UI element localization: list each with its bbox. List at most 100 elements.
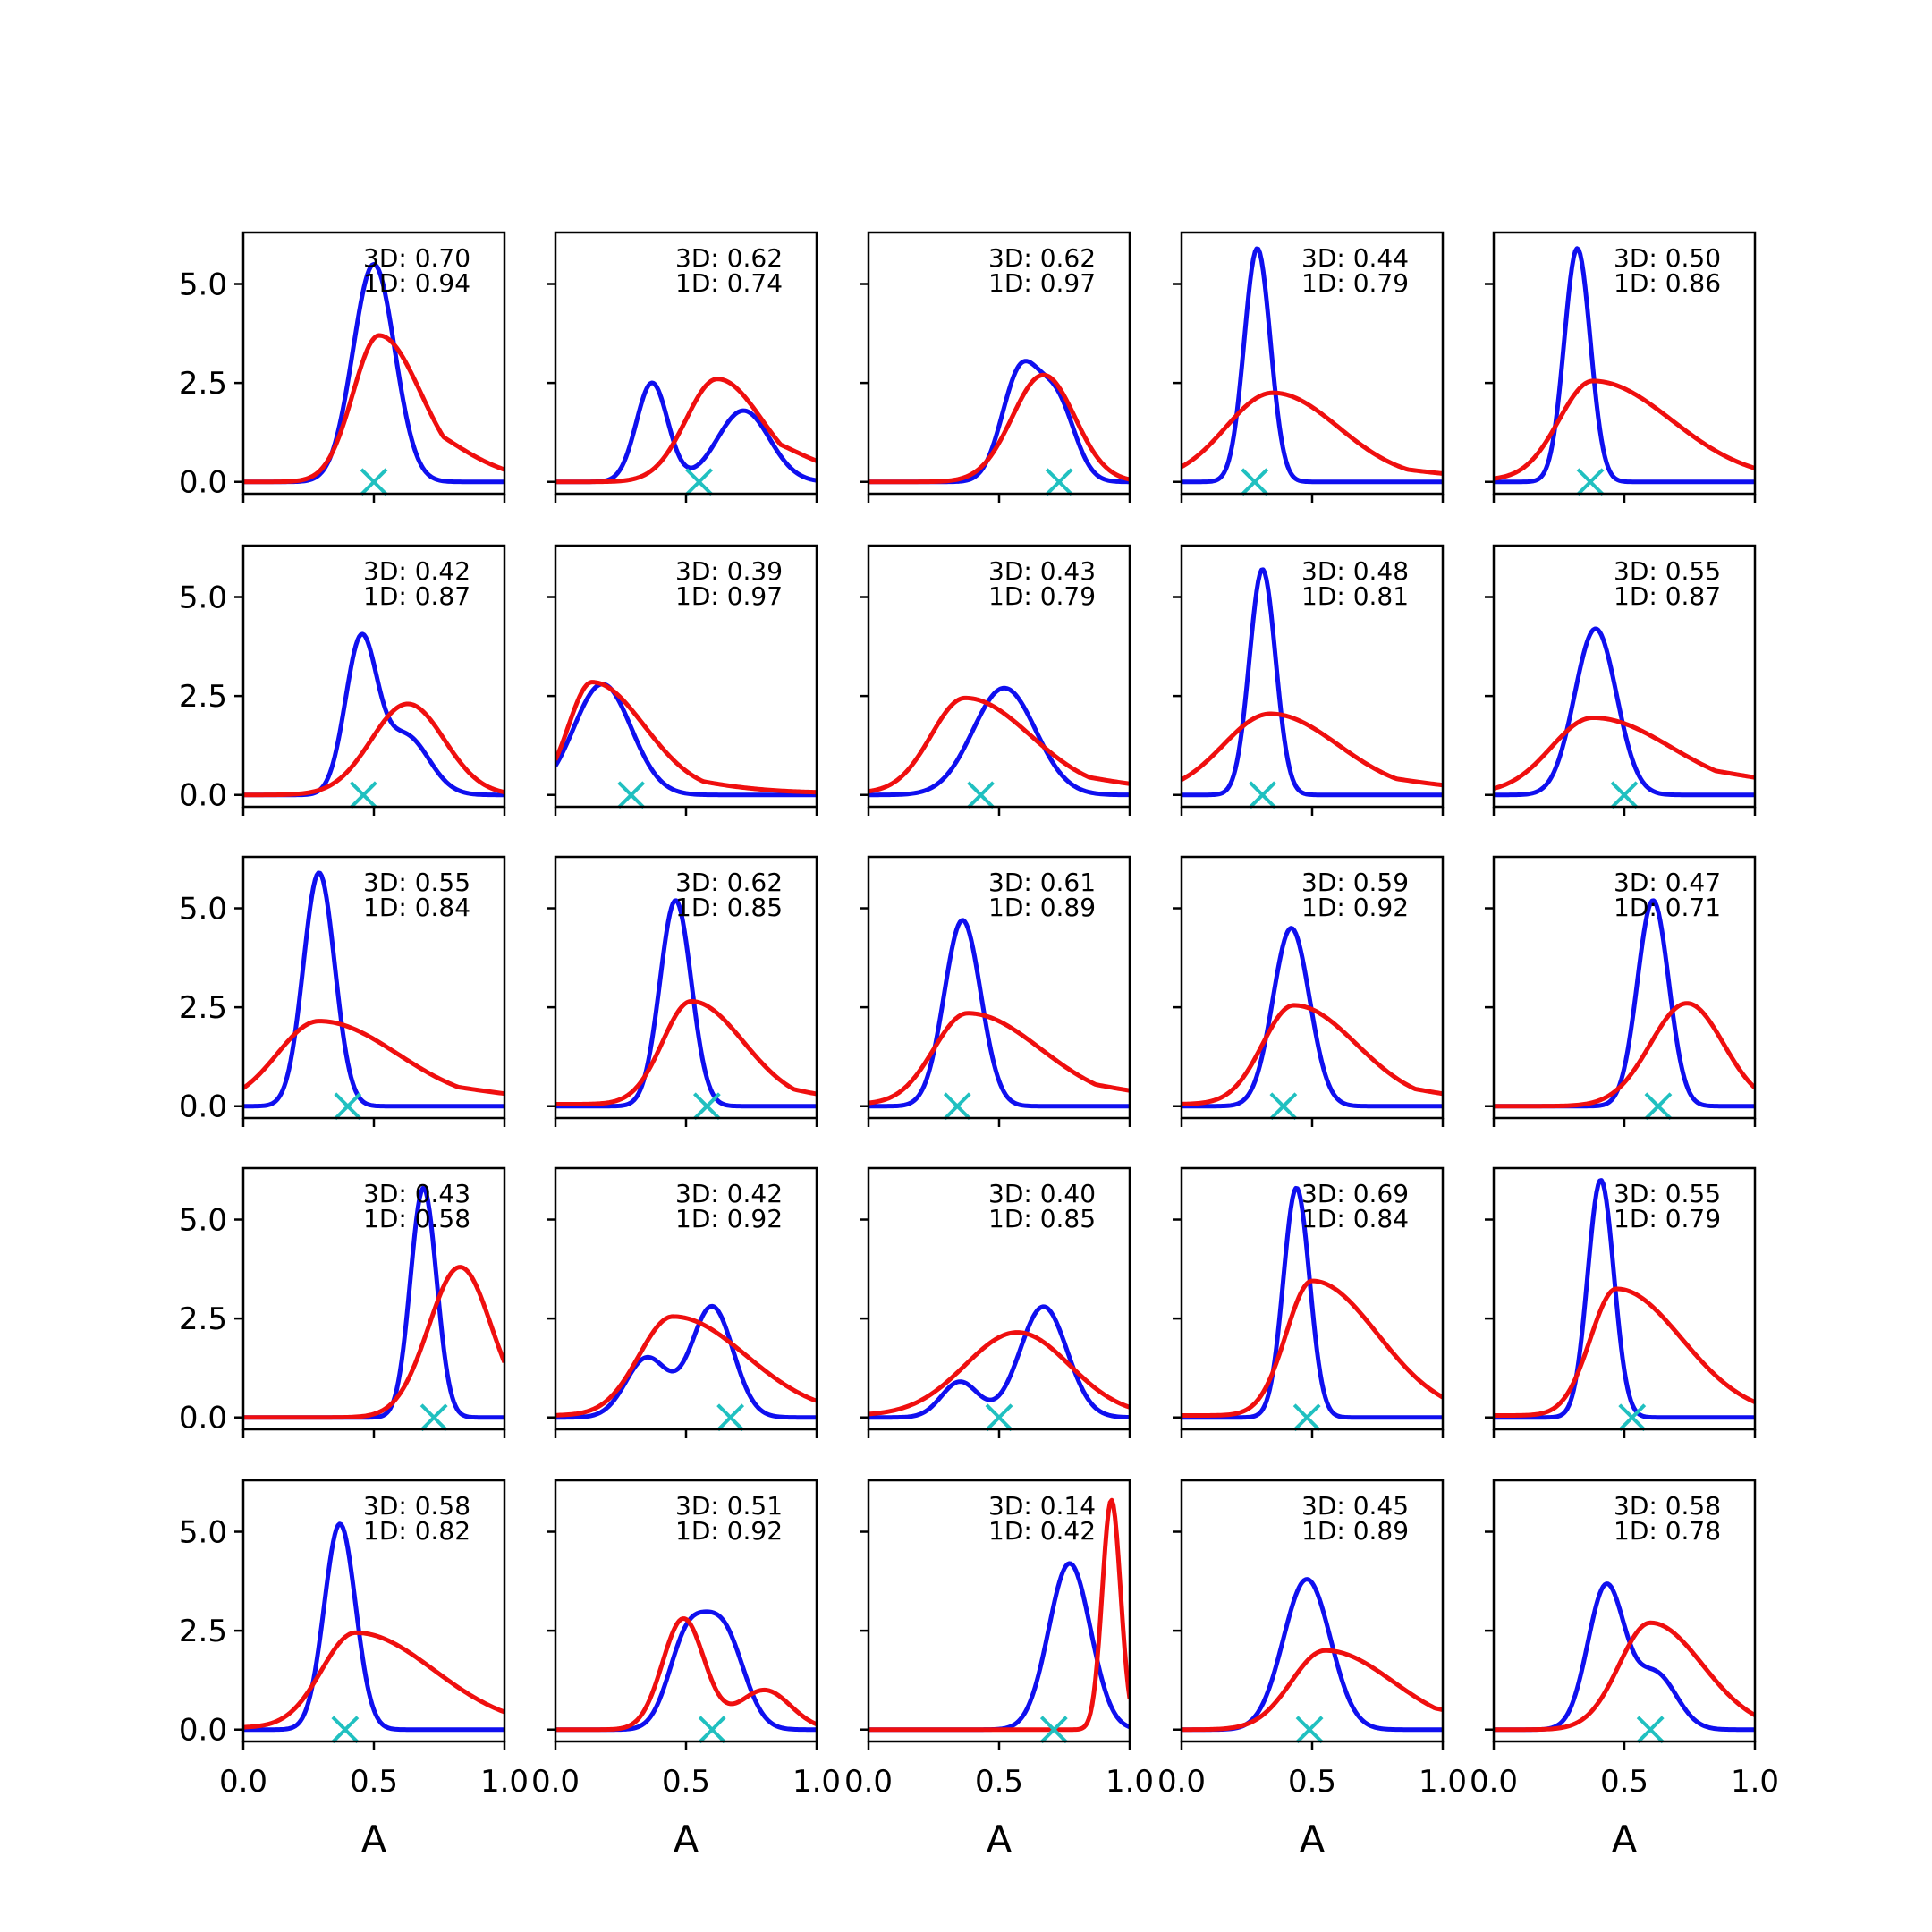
y-tick-label: 5.0 (179, 267, 227, 303)
y-tick-label: 0.0 (179, 778, 227, 814)
marker-x (985, 1403, 1013, 1432)
marker-x (1644, 1092, 1673, 1121)
series-1d-line (1182, 390, 1443, 476)
series-1d-line (1494, 715, 1755, 791)
annotation-1d: 1D: 0.89 (1301, 1516, 1409, 1546)
annotation-1d: 1D: 0.58 (363, 1204, 470, 1233)
y-tick-label: 2.5 (179, 1614, 227, 1649)
series-3d-line (869, 685, 1130, 798)
series-1d-line (1182, 711, 1443, 788)
x-tick-label: 0.5 (975, 1764, 1023, 1800)
series-1d-line (555, 1616, 817, 1733)
x-tick-label: 0.0 (1157, 1764, 1206, 1800)
annotation-3d: 3D: 0.58 (1614, 1491, 1721, 1521)
annotation-1d: 1D: 0.81 (1301, 581, 1409, 611)
marker-x-stroke-b (1039, 1716, 1068, 1744)
annotation-1d: 1D: 0.92 (675, 1204, 783, 1233)
annotation-3d: 3D: 0.62 (675, 243, 783, 273)
marker-x-stroke-b (334, 1092, 362, 1121)
annotation-1d: 1D: 0.84 (1301, 1204, 1409, 1233)
x-tick-label: 1.0 (1106, 1764, 1154, 1800)
marker-x (1045, 468, 1073, 496)
marker-x-stroke-b (1636, 1716, 1665, 1744)
y-tick-label: 0.0 (179, 1089, 227, 1125)
annotation-1d: 1D: 0.97 (675, 581, 783, 611)
x-tick-label: 0.0 (531, 1764, 580, 1800)
series-3d-line (1182, 1185, 1443, 1420)
marker-x-stroke-b (698, 1716, 726, 1744)
annotation-3d: 3D: 0.70 (363, 243, 470, 273)
x-tick-label: 0.5 (1600, 1764, 1648, 1800)
series-1d-line (869, 1330, 1130, 1417)
marker-x-stroke-b (1269, 1092, 1298, 1121)
marker-x-stroke-b (943, 1092, 971, 1121)
x-tick-label: 1.0 (792, 1764, 841, 1800)
y-tick-label: 5.0 (179, 580, 227, 616)
marker-x (331, 1716, 360, 1744)
x-tick-label: 0.5 (1288, 1764, 1336, 1800)
marker-x-stroke-b (349, 781, 377, 809)
annotation-3d: 3D: 0.14 (988, 1491, 1096, 1521)
annotation-3d: 3D: 0.58 (363, 1491, 470, 1521)
y-tick-label: 5.0 (179, 1203, 227, 1239)
annotation-3d: 3D: 0.55 (363, 868, 470, 897)
marker-x (716, 1403, 745, 1432)
marker-x-stroke-b (1241, 468, 1269, 496)
annotation-3d: 3D: 0.47 (1614, 868, 1721, 897)
x-axis-label: A (674, 1818, 699, 1861)
series-1d-line (1182, 1003, 1443, 1106)
marker-x-stroke-b (360, 468, 388, 496)
marker-x (617, 781, 646, 809)
series-3d-line (555, 898, 817, 1109)
marker-x-stroke-b (1610, 781, 1639, 809)
annotation-1d: 1D: 0.79 (1301, 268, 1409, 298)
marker-x (1039, 1716, 1068, 1744)
marker-x (943, 1092, 971, 1121)
x-tick-label: 0.0 (1470, 1764, 1518, 1800)
series-3d-line (1494, 246, 1755, 485)
series-1d-line (243, 701, 504, 798)
marker-x (1241, 468, 1269, 496)
annotation-3d: 3D: 0.40 (988, 1179, 1096, 1208)
annotation-3d: 3D: 0.42 (675, 1179, 783, 1208)
marker-x (1295, 1716, 1324, 1744)
marker-x (349, 781, 377, 809)
series-1d-line (555, 377, 817, 485)
annotation-3d: 3D: 0.43 (363, 1179, 470, 1208)
series-3d-line (243, 870, 504, 1109)
annotation-1d: 1D: 0.74 (675, 268, 783, 298)
x-axis-label: A (987, 1818, 1013, 1861)
series-1d-line (1182, 1648, 1443, 1733)
series-1d-line (869, 1497, 1130, 1733)
series-1d-line (1494, 1620, 1755, 1733)
series-1d-line (869, 1011, 1130, 1106)
x-tick-label: 1.0 (1419, 1764, 1467, 1800)
series-1d-line (1182, 1278, 1443, 1419)
annotation-1d: 1D: 0.79 (988, 581, 1096, 611)
marker-x-stroke-b (967, 781, 995, 809)
annotation-1d: 1D: 0.94 (363, 268, 470, 298)
series-3d-line (1182, 926, 1443, 1109)
x-tick-label: 1.0 (480, 1764, 529, 1800)
y-tick-label: 5.0 (179, 1515, 227, 1551)
marker-x (334, 1092, 362, 1121)
annotation-3d: 3D: 0.39 (675, 556, 783, 586)
annotation-1d: 1D: 0.92 (675, 1516, 783, 1546)
series-3d-line (1182, 246, 1443, 485)
series-3d-line (869, 918, 1130, 1109)
